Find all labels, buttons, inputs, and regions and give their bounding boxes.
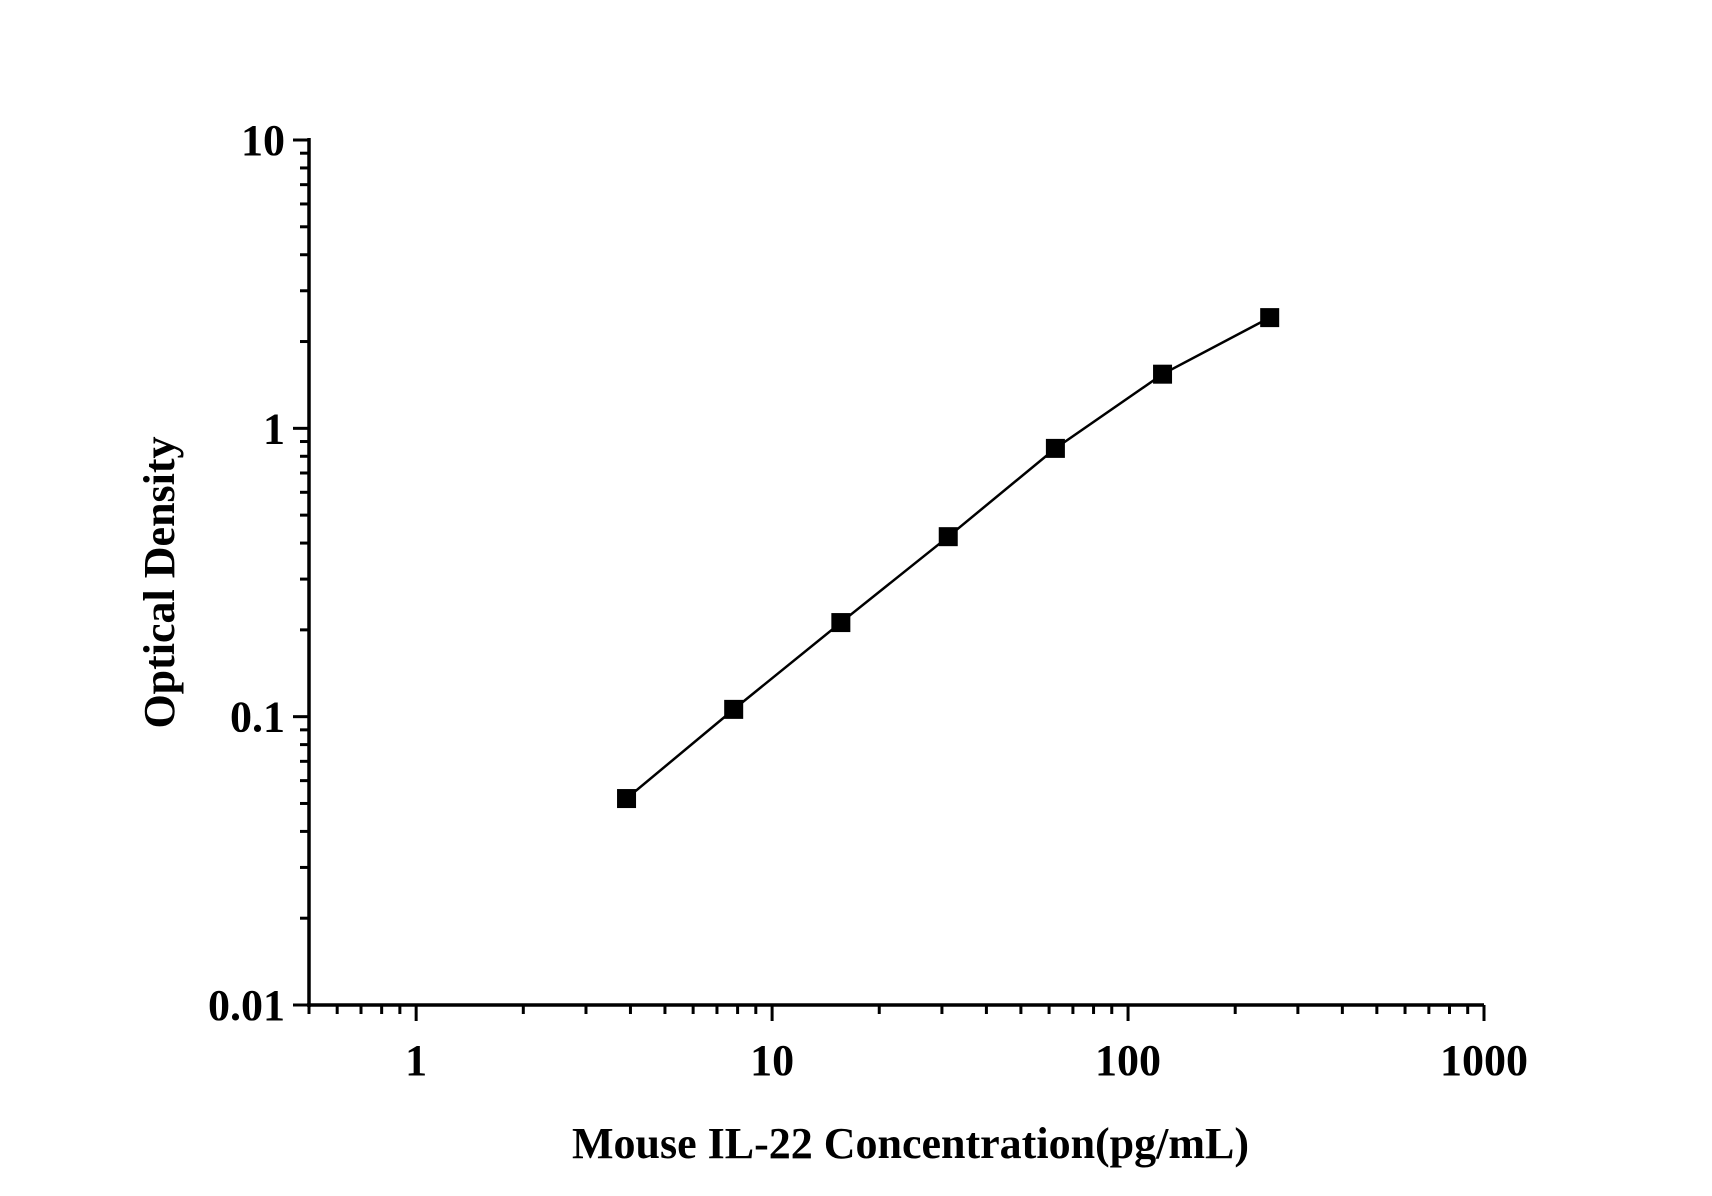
data-point-marker xyxy=(617,789,637,809)
data-point-marker xyxy=(1260,308,1280,328)
x-axis-title: Mouse IL-22 Concentration(pg/mL) xyxy=(572,1119,1249,1168)
data-point-marker xyxy=(1045,438,1065,458)
y-tick-labels: 0.01 0.1 1 10 xyxy=(208,116,285,1030)
x-minor-ticks xyxy=(307,1005,1470,1014)
data-point-marker xyxy=(831,613,851,633)
y-major-ticks xyxy=(293,138,309,1007)
y-tick-label: 0.1 xyxy=(230,693,285,742)
x-tick-label: 10 xyxy=(750,1036,794,1085)
x-major-ticks xyxy=(414,1005,1486,1021)
y-tick-label: 0.01 xyxy=(208,981,285,1030)
data-point-marker xyxy=(1153,364,1173,384)
data-point-marker xyxy=(724,699,744,719)
series-group xyxy=(617,308,1280,809)
x-tick-labels: 1 10 100 1000 xyxy=(405,1036,1528,1085)
y-tick-label: 10 xyxy=(241,116,285,165)
x-tick-label: 1000 xyxy=(1440,1036,1528,1085)
x-tick-label: 1 xyxy=(405,1036,427,1085)
data-point-marker xyxy=(938,527,958,547)
series-line xyxy=(625,316,1271,800)
x-tick-label: 100 xyxy=(1095,1036,1161,1085)
y-axis-title: Optical Density xyxy=(135,436,184,728)
y-tick-label: 1 xyxy=(263,404,285,453)
